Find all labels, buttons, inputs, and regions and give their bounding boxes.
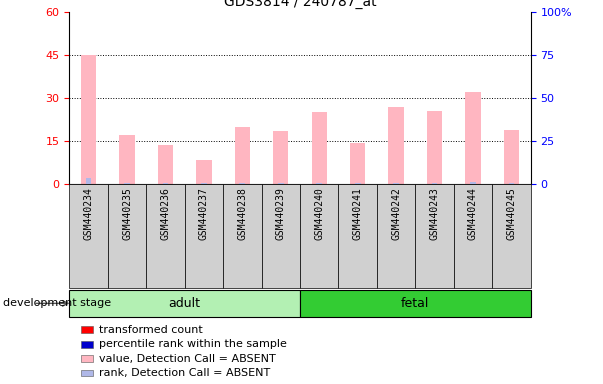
Bar [454,184,492,288]
Bar [81,341,93,348]
Bar [300,290,531,317]
Bar [223,184,262,288]
Text: GSM440243: GSM440243 [429,187,440,240]
Bar [492,184,531,288]
Bar [377,184,415,288]
Text: rank, Detection Call = ABSENT: rank, Detection Call = ABSENT [99,368,271,378]
Text: GSM440238: GSM440238 [238,187,247,240]
Bar [108,184,146,288]
Text: GSM440241: GSM440241 [353,187,362,240]
Text: development stage: development stage [3,298,111,308]
Bar [81,355,93,362]
Text: adult: adult [169,297,201,310]
Bar [262,184,300,288]
Text: GSM440235: GSM440235 [122,187,132,240]
Bar [81,326,93,333]
Bar [466,92,481,184]
Bar [504,130,519,184]
Text: GSM440236: GSM440236 [160,187,171,240]
Bar [69,290,300,317]
Text: transformed count: transformed count [99,325,203,335]
Bar [350,142,365,184]
Text: value, Detection Call = ABSENT: value, Detection Call = ABSENT [99,354,276,364]
Bar [81,369,93,376]
Text: GSM440240: GSM440240 [314,187,324,240]
Bar [393,183,399,184]
Text: fetal: fetal [401,297,429,310]
Text: GSM440234: GSM440234 [84,187,93,240]
Bar [388,107,404,184]
Bar [470,182,476,184]
Bar [273,131,288,184]
Text: GSM440242: GSM440242 [391,187,401,240]
Text: GSM440244: GSM440244 [468,187,478,240]
Bar [119,136,134,184]
Bar [415,184,453,288]
Text: percentile rank within the sample: percentile rank within the sample [99,339,288,349]
Bar [427,111,442,184]
Bar [146,184,185,288]
Title: GDS3814 / 240787_at: GDS3814 / 240787_at [224,0,376,9]
Bar [69,184,108,288]
Bar [235,127,250,184]
Bar [300,184,338,288]
Bar [86,178,92,184]
Bar [158,146,173,184]
Bar [312,112,327,184]
Text: GSM440245: GSM440245 [507,187,516,240]
Bar [81,55,96,184]
Bar [338,184,377,288]
Bar [196,160,212,184]
Text: GSM440239: GSM440239 [276,187,286,240]
Bar [185,184,223,288]
Text: GSM440237: GSM440237 [199,187,209,240]
